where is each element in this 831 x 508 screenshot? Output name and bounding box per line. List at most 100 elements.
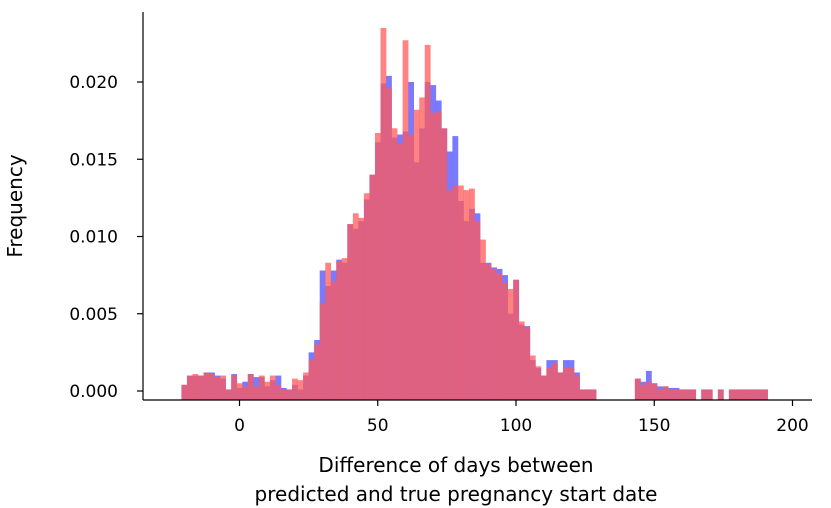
series-red-bar (457, 185, 464, 400)
series-red-bar (303, 372, 309, 400)
series-red-bar (341, 258, 348, 400)
series-red-bar (518, 321, 525, 400)
x-axis-ticks: 0 50 100 150 200 (234, 400, 809, 436)
series-red-bar (386, 88, 392, 401)
series-red-bar (717, 389, 724, 400)
series-red-bar (181, 384, 188, 400)
series-red-bar (214, 377, 221, 400)
series-red-bar (645, 381, 652, 400)
series-red-bar (496, 273, 503, 400)
series-red-bar (734, 389, 741, 400)
series-red-bar (435, 111, 442, 401)
series-red-bar (203, 372, 210, 400)
series-red-bar (446, 190, 453, 400)
y-tick-label: 0.000 (69, 382, 118, 402)
series-red-bar (369, 174, 376, 400)
series-red-bar (751, 389, 757, 400)
series-red-bar (491, 268, 497, 400)
x-tick-label: 50 (367, 416, 389, 436)
series-red-bar (408, 134, 414, 400)
series-red-bar (397, 143, 403, 401)
series-red-bar (430, 112, 437, 401)
series-red-bar (474, 221, 481, 400)
series-red-bars (181, 27, 768, 401)
series-red-bar (579, 389, 586, 400)
series-red-bar (568, 367, 575, 400)
series-red-bar (684, 389, 691, 400)
series-red-bar (551, 363, 558, 400)
series-red-bar (662, 386, 669, 400)
series-red-bar (657, 389, 663, 400)
series-red-bar (535, 366, 542, 400)
series-red-bar (679, 389, 685, 400)
x-tick-label: 100 (500, 416, 532, 436)
series-red-bar (424, 44, 431, 401)
series-red-bar (319, 302, 326, 400)
series-red-bar (690, 389, 697, 400)
series-red-bar (540, 375, 547, 400)
series-red-bar (363, 193, 370, 400)
series-red-bar (762, 389, 768, 400)
series-red-bar (186, 375, 193, 400)
series-red-bar (507, 289, 514, 400)
series-red-bar (745, 389, 752, 400)
series-red-bar (590, 389, 597, 400)
series-red-bar (563, 367, 569, 400)
y-axis-ticks: 0.000 0.005 0.010 0.015 0.020 (69, 73, 143, 402)
series-red-bar (634, 378, 641, 400)
series-red-bar (347, 224, 354, 400)
x-tick-label: 150 (638, 416, 670, 436)
series-red-bar (502, 282, 509, 400)
series-red-bar (330, 281, 337, 400)
series-red-bar (275, 384, 282, 400)
series-red-bar (756, 389, 763, 400)
series-red-bar (402, 40, 409, 400)
series-red-bar (247, 374, 254, 400)
series-red-bar (441, 128, 448, 400)
series-red-bar (258, 375, 265, 400)
series-red-bar (231, 375, 238, 400)
x-axis-label-line-1: Difference of days between (318, 453, 593, 477)
series-red-bar (292, 378, 298, 400)
x-axis-label-line-2: predicted and true pregnancy start date (255, 482, 658, 506)
series-red-bar (297, 380, 304, 400)
series-red-bar (314, 344, 320, 400)
series-red-bar (574, 375, 580, 400)
series-red-bar (209, 374, 215, 400)
series-red-bar (524, 327, 531, 400)
series-red-bar (280, 389, 287, 400)
series-red-bar (352, 213, 359, 400)
x-tick-label: 200 (776, 416, 808, 436)
y-tick-label: 0.010 (69, 228, 118, 248)
series-red-bar (452, 185, 459, 400)
series-red-bar (198, 375, 204, 400)
series-red-bar (651, 383, 658, 400)
series-red-bar (469, 188, 475, 400)
series-red-bar (236, 383, 243, 400)
y-tick-label: 0.015 (69, 150, 118, 170)
y-axis-label: Frequency (3, 154, 27, 257)
series-red-bar (264, 381, 271, 400)
series-red-bar (668, 389, 674, 400)
series-red-bar (220, 375, 226, 400)
series-red-bar (358, 217, 365, 400)
series-red-bar (463, 190, 470, 400)
series-red-bar (269, 375, 276, 400)
series-red-bar (374, 132, 381, 401)
series-red-bar (286, 389, 293, 400)
series-red-bar (325, 262, 332, 400)
series-red-bar (253, 386, 260, 400)
x-tick-label: 0 (234, 416, 245, 436)
y-tick-label: 0.005 (69, 305, 118, 325)
series-red-bar (739, 389, 746, 400)
series-red-bar (640, 384, 647, 400)
series-red-bar (673, 389, 680, 400)
series-red-bar (485, 264, 492, 400)
series-red-bar (380, 27, 387, 401)
series-red-bar (225, 389, 232, 400)
series-red-bar (706, 389, 713, 400)
series-red-bar (585, 389, 591, 400)
histogram-bars (181, 27, 768, 401)
series-red-bar (480, 239, 486, 400)
